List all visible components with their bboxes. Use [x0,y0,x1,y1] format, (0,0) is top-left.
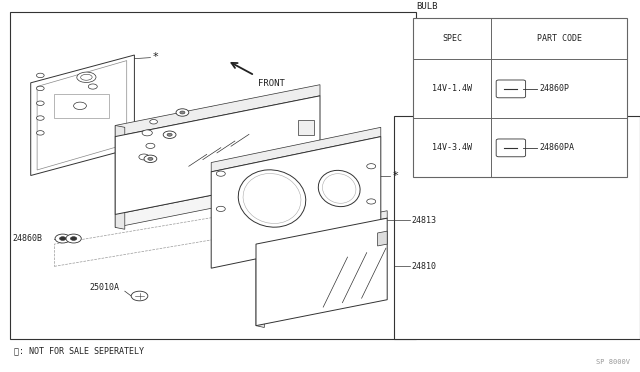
Polygon shape [115,125,125,229]
Circle shape [36,131,44,135]
Text: ※: NOT FOR SALE SEPERATELY: ※: NOT FOR SALE SEPERATELY [14,346,144,355]
Circle shape [150,119,157,124]
Circle shape [36,101,44,105]
FancyBboxPatch shape [298,120,314,135]
Text: 24860PA: 24860PA [176,153,211,161]
Circle shape [146,143,155,148]
Text: 24810: 24810 [412,262,436,271]
Circle shape [36,86,44,91]
Ellipse shape [318,170,360,206]
Circle shape [216,171,225,176]
Polygon shape [31,55,134,176]
Text: 24860PA: 24860PA [209,106,244,115]
Polygon shape [115,85,320,137]
Text: *: * [152,52,158,62]
Text: FRONT: FRONT [258,79,285,88]
Ellipse shape [323,174,356,203]
Text: BULB: BULB [416,2,438,11]
Polygon shape [256,218,387,326]
Text: SPEC: SPEC [442,34,462,43]
Circle shape [74,102,86,109]
Circle shape [36,73,44,78]
Text: 24860P: 24860P [198,129,228,138]
Polygon shape [256,211,387,244]
Text: 24860B: 24860B [13,234,43,243]
Ellipse shape [81,74,92,80]
Circle shape [367,164,376,169]
Circle shape [70,237,77,240]
Circle shape [66,234,81,243]
Circle shape [36,116,44,120]
Circle shape [180,111,185,114]
Circle shape [88,84,97,89]
Polygon shape [37,61,127,170]
FancyBboxPatch shape [413,18,627,177]
FancyBboxPatch shape [54,94,109,118]
Text: 24860P: 24860P [539,84,569,93]
FancyBboxPatch shape [10,12,416,339]
FancyBboxPatch shape [394,116,640,339]
Text: 24860PA: 24860PA [539,143,574,153]
Circle shape [167,133,172,136]
Polygon shape [211,127,381,172]
Polygon shape [378,231,387,246]
Polygon shape [54,211,253,266]
Ellipse shape [243,173,301,224]
Text: *: * [392,170,398,180]
Polygon shape [115,174,320,227]
Circle shape [176,109,189,116]
Ellipse shape [238,170,306,227]
Text: 24813: 24813 [412,215,436,224]
FancyBboxPatch shape [496,139,525,157]
Text: 25010A: 25010A [90,283,120,292]
Circle shape [131,291,148,301]
Circle shape [163,131,176,138]
Circle shape [144,155,157,163]
Circle shape [139,154,149,160]
Circle shape [142,130,152,136]
Circle shape [60,237,66,240]
Circle shape [367,199,376,204]
Polygon shape [211,137,381,268]
Text: PART CODE: PART CODE [536,34,582,43]
Text: 14V-1.4W: 14V-1.4W [432,84,472,93]
FancyBboxPatch shape [496,80,525,98]
Circle shape [216,206,225,211]
Ellipse shape [77,72,96,83]
Circle shape [148,157,153,160]
Polygon shape [256,237,264,327]
Circle shape [55,234,70,243]
Polygon shape [115,96,320,214]
Text: 14V-3.4W: 14V-3.4W [432,143,472,153]
Text: SP 8000V: SP 8000V [596,359,630,365]
